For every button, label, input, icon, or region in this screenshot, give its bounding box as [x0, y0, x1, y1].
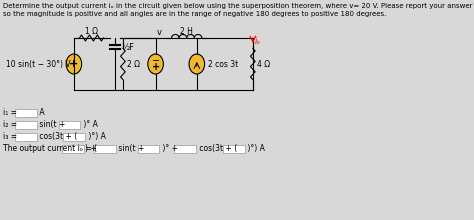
Text: sin(t +: sin(t + [37, 120, 68, 129]
Text: cos(3t + (: cos(3t + ( [37, 132, 78, 141]
Text: 10 sin(t − 30°) V: 10 sin(t − 30°) V [6, 59, 71, 68]
Bar [15, 133, 36, 141]
Bar [64, 133, 85, 141]
Text: )°) A: )°) A [86, 132, 106, 141]
Bar [223, 145, 245, 153]
Text: +: + [69, 59, 79, 69]
Text: iₒ: iₒ [255, 37, 261, 46]
Text: Determine the output current iₒ in the circuit given below using the superpositi: Determine the output current iₒ in the c… [3, 3, 473, 9]
Text: 2 cos 3t: 2 cos 3t [208, 59, 238, 68]
Text: −: − [152, 56, 160, 66]
Bar [137, 145, 159, 153]
Text: so the magnitude is positive and all angles are in the range of negative 180 deg: so the magnitude is positive and all ang… [3, 11, 386, 17]
Text: ) +: ) + [84, 144, 99, 153]
Circle shape [66, 54, 82, 74]
Text: The output current iₒ = (: The output current iₒ = ( [3, 144, 97, 153]
Text: ½F: ½F [121, 42, 134, 51]
Text: 2 H: 2 H [180, 27, 193, 36]
Text: )°) A: )°) A [246, 144, 265, 153]
Text: i₂ =: i₂ = [3, 120, 19, 129]
Text: +: + [152, 62, 160, 72]
Circle shape [148, 54, 164, 74]
Text: )° A: )° A [81, 120, 98, 129]
Bar [59, 121, 81, 129]
Text: i₃ =: i₃ = [3, 132, 19, 141]
Text: 2 Ω: 2 Ω [127, 59, 140, 68]
Text: sin(t +: sin(t + [117, 144, 147, 153]
Bar [62, 145, 84, 153]
Text: A: A [37, 108, 45, 117]
Text: 4 Ω: 4 Ω [257, 59, 270, 68]
Bar [15, 109, 36, 117]
Text: v: v [156, 28, 161, 37]
Bar [15, 121, 36, 129]
Text: i₁ =: i₁ = [3, 108, 19, 117]
Bar [94, 145, 116, 153]
Circle shape [189, 54, 205, 74]
Bar [174, 145, 196, 153]
Text: )° +: )° + [160, 144, 181, 153]
Text: cos(3t + (: cos(3t + ( [197, 144, 237, 153]
Text: 1 Ω: 1 Ω [85, 27, 98, 36]
